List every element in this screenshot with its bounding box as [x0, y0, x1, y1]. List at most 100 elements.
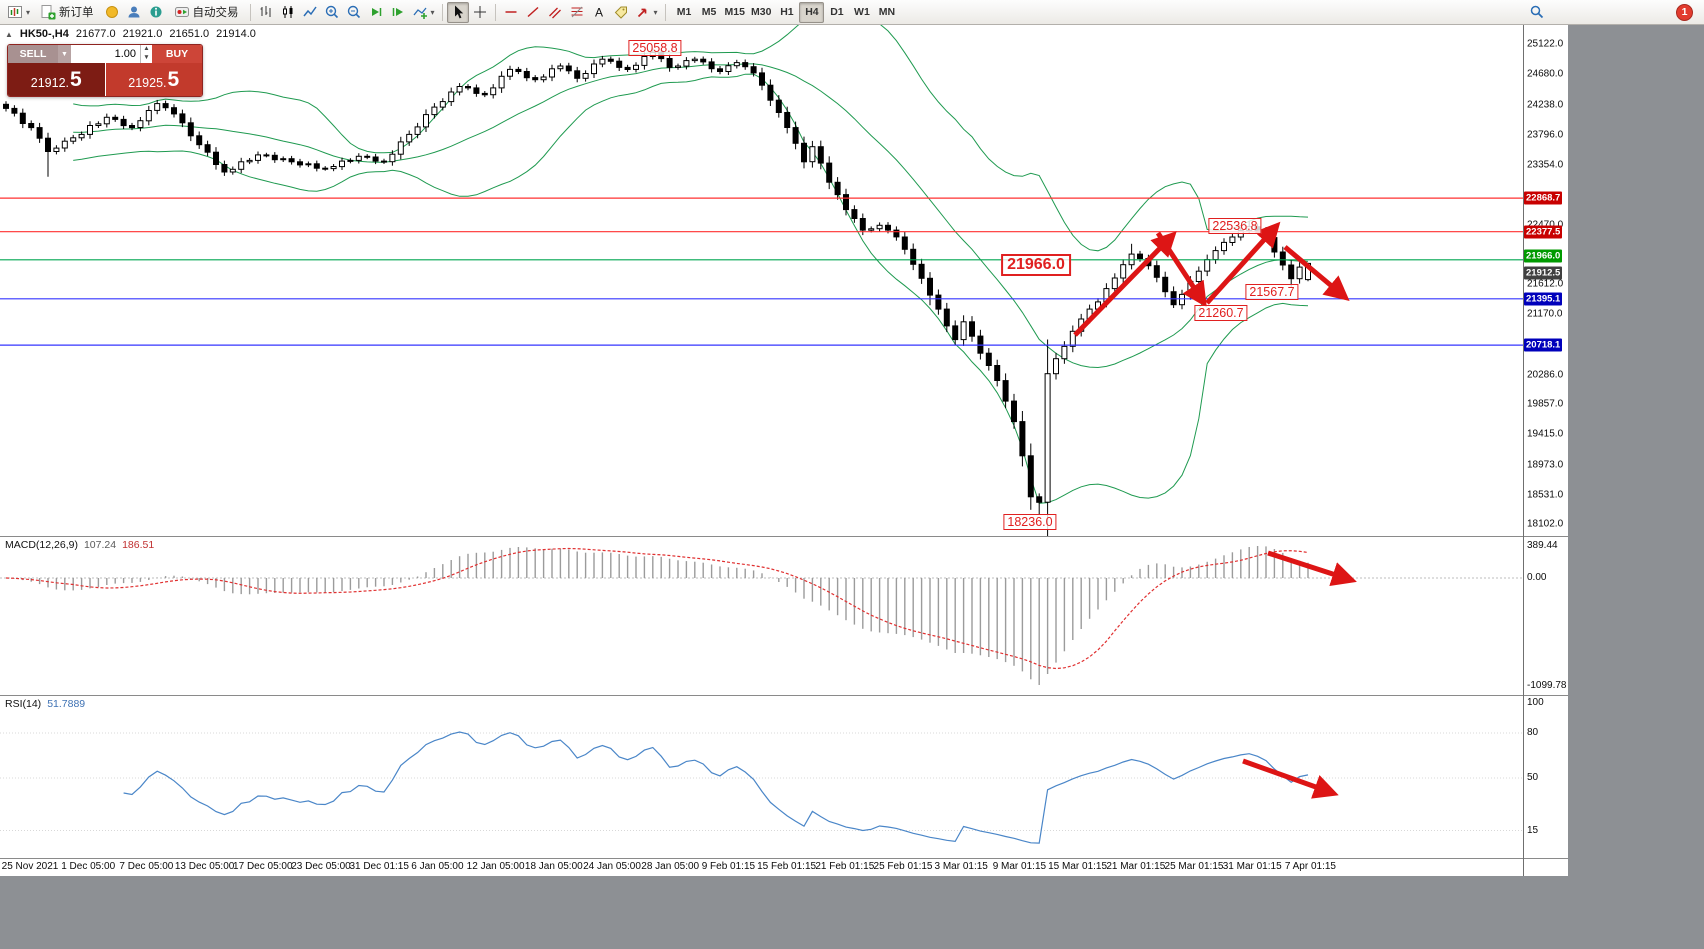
rsi-line — [123, 731, 1309, 844]
toolbar-separator — [494, 3, 496, 21]
chart-window: ▲ HK50-,H4 21677.0 21921.0 21651.0 21914… — [0, 25, 1568, 876]
zoom-out-button[interactable] — [343, 2, 365, 23]
trend-arrow[interactable] — [1073, 231, 1177, 337]
toolbar-separator — [249, 3, 251, 21]
volume-dropdown-icon[interactable]: ▼ — [58, 45, 71, 63]
timeframe-h1[interactable]: H1 — [780, 6, 794, 18]
price-callout[interactable]: 21567.7 — [1245, 284, 1299, 300]
text-tool-button[interactable]: A — [588, 2, 610, 23]
timeframe-m30[interactable]: M30 — [750, 6, 772, 18]
price-callout[interactable]: 21260.7 — [1194, 305, 1248, 321]
step-up-icon[interactable]: ▲ — [143, 45, 150, 52]
horizontal-line-tool-button[interactable] — [500, 2, 522, 23]
trend-arrow[interactable] — [1155, 231, 1207, 308]
line-chart-mode-button[interactable] — [299, 2, 321, 23]
indicators-button[interactable]: ▾ — [409, 2, 438, 23]
fibonacci-tool-button[interactable] — [566, 2, 588, 23]
axis-tick: 24238.0 — [1527, 99, 1564, 110]
step-down-icon[interactable]: ▼ — [143, 54, 150, 61]
channel-tool-button[interactable] — [544, 2, 566, 23]
time-label: 31 Dec 01:15 — [349, 861, 409, 872]
sell-price-button[interactable]: 21912. 5 — [8, 63, 105, 96]
price-callout[interactable]: 21966.0 — [1001, 254, 1071, 276]
bar-chart-mode-button[interactable] — [255, 2, 277, 23]
timeframe-h4[interactable]: H4 — [799, 1, 825, 23]
autotrading-label: 自动交易 — [192, 7, 239, 19]
chart-shift-button[interactable] — [387, 2, 409, 23]
volume-stepper[interactable]: ▲ ▼ — [140, 45, 152, 63]
panel-splitter[interactable] — [0, 695, 1568, 696]
profile-button[interactable] — [123, 2, 145, 23]
high-value: 21921.0 — [122, 28, 163, 40]
macd-signal-value: 186.51 — [122, 539, 155, 551]
trend-arrow[interactable] — [1283, 245, 1350, 302]
trend-arrow[interactable] — [1267, 550, 1357, 587]
rsi-value: 51.7889 — [47, 698, 86, 710]
buy-button[interactable]: BUY — [152, 45, 202, 63]
open-value: 21677.0 — [75, 28, 116, 40]
search-button[interactable] — [1526, 2, 1548, 23]
auto-scroll-icon — [371, 8, 381, 16]
new-order-button[interactable]: 新订单 — [33, 2, 101, 23]
arrow-shape-icon — [637, 8, 646, 18]
candle-chart-mode-button[interactable] — [277, 2, 299, 23]
timeframe-mn[interactable]: MN — [878, 6, 896, 18]
community-button[interactable] — [145, 2, 167, 23]
one-click-toggle-icon[interactable]: ▲ — [5, 29, 13, 39]
sell-button[interactable]: SELL — [8, 45, 58, 63]
bollinger-bands — [73, 25, 1309, 504]
axis-price-badge: 20718.1 — [1524, 338, 1563, 352]
bollinger-upper — [73, 25, 1309, 252]
timeframe-d1[interactable]: D1 — [830, 6, 844, 18]
axis-divider — [1523, 25, 1524, 876]
volume-value[interactable]: 1.00 — [114, 48, 136, 60]
rsi-chart[interactable] — [0, 696, 1523, 857]
label-tool-button[interactable] — [610, 2, 632, 23]
price-callout[interactable]: 22536.8 — [1208, 218, 1262, 234]
chevron-down-icon: ▾ — [26, 7, 31, 17]
crosshair-tool-button[interactable] — [469, 2, 491, 23]
time-label: 24 Jan 05:00 — [583, 861, 641, 872]
zoom-in-button[interactable] — [321, 2, 343, 23]
ask-price: 21925. — [128, 76, 167, 90]
shapes-tool-button[interactable]: ▾ — [632, 2, 661, 23]
trendline-tool-button[interactable] — [522, 2, 544, 23]
cursor-tool-button[interactable] — [446, 1, 469, 23]
time-label: 9 Feb 01:15 — [701, 861, 756, 872]
timeframe-m15[interactable]: M15 — [724, 6, 745, 18]
axis-price-badge: 21395.1 — [1524, 292, 1563, 306]
time-label: 25 Feb 01:15 — [873, 861, 933, 872]
text-icon: A — [595, 6, 603, 20]
trend-arrow[interactable] — [1242, 758, 1339, 799]
axis-tick: 19415.0 — [1527, 428, 1564, 440]
chart-shift-icon — [392, 8, 403, 16]
time-label: 13 Dec 05:00 — [174, 861, 235, 872]
timeframe-group: M1 M5 M15 M30 H1 H4 D1 W1 MN — [672, 1, 900, 23]
symbol-timeframe: HK50-,H4 — [19, 28, 69, 40]
time-label: 25 Nov 2021 — [1, 861, 59, 872]
label-icon — [614, 6, 627, 19]
price-axis[interactable]: 25122.024680.024238.023796.023354.022470… — [1524, 25, 1568, 536]
volume-field[interactable]: 1.00 ▲ ▼ — [71, 45, 152, 63]
price-callout[interactable]: 25058.8 — [628, 40, 682, 56]
chevron-down-icon: ▾ — [653, 7, 658, 17]
chevron-down-icon: ▾ — [430, 7, 435, 17]
timeframe-w1[interactable]: W1 — [854, 6, 870, 18]
macd-chart[interactable] — [0, 537, 1523, 695]
notification-badge[interactable]: 1 — [1676, 3, 1693, 21]
main-toolbar: ▾ 新订单 自动交易 — [0, 0, 1704, 25]
time-label: 1 Dec 05:00 — [61, 861, 116, 872]
price-chart[interactable] — [0, 25, 1523, 537]
timeframe-m1[interactable]: M1 — [676, 6, 692, 18]
time-axis[interactable]: 25 Nov 2021 1 Dec 05:00 7 Dec 05:00 13 Dec … — [0, 858, 1568, 876]
autotrading-button[interactable]: 自动交易 — [167, 2, 246, 23]
trend-arrow[interactable] — [1205, 221, 1281, 305]
new-chart-button[interactable]: ▾ — [4, 2, 33, 23]
timeframe-m5[interactable]: M5 — [701, 6, 717, 18]
price-callout[interactable]: 18236.0 — [1003, 514, 1057, 530]
time-label: 25 Mar 01:15 — [1164, 861, 1224, 872]
market-button[interactable] — [101, 2, 123, 23]
auto-scroll-button[interactable] — [365, 2, 387, 23]
panel-splitter[interactable] — [0, 536, 1568, 537]
buy-price-button[interactable]: 21925. 5 — [105, 63, 202, 96]
